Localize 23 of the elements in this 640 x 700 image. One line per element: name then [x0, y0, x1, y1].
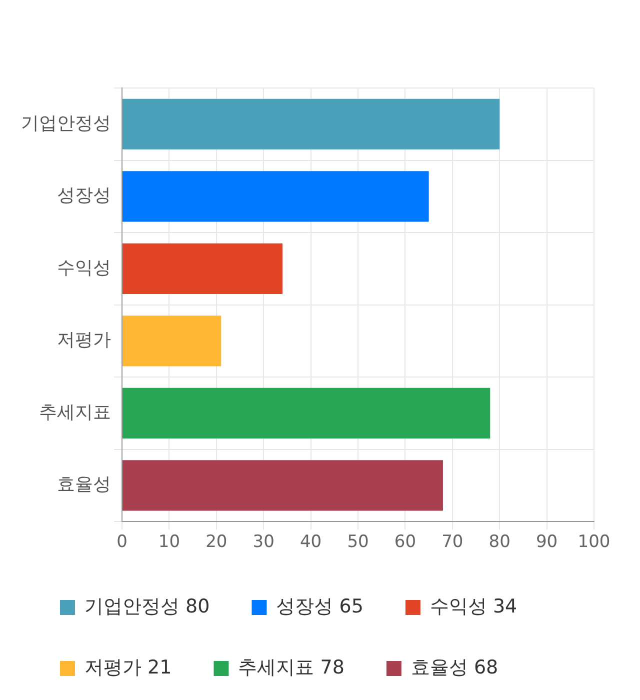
x-tick-label: 80	[488, 532, 510, 552]
y-tick-label: 저평가	[57, 330, 111, 351]
x-tick-label: 0	[116, 532, 128, 552]
legend-label: 저평가 21	[84, 656, 172, 678]
y-tick-label: 효율성	[57, 474, 111, 496]
legend-label: 추세지표 78	[238, 656, 344, 678]
x-tick-label: 60	[394, 532, 416, 552]
legend-label: 효율성 68	[410, 656, 498, 678]
x-tick-label: 50	[347, 532, 369, 552]
x-tick-label: 100	[578, 532, 610, 552]
legend-label: 성장성 65	[276, 595, 364, 618]
y-tick-label: 추세지표	[39, 402, 111, 423]
y-tick-label: 기업안정성	[21, 112, 111, 134]
x-tick-label: 30	[252, 532, 274, 552]
y-tick-label: 수익성	[57, 257, 111, 278]
x-tick-label: 20	[206, 532, 228, 552]
x-tick-label: 40	[300, 532, 322, 552]
x-tick-label: 10	[158, 532, 180, 552]
x-tick-label: 90	[536, 532, 558, 552]
legend-label: 수익성 34	[430, 595, 518, 618]
y-tick-label: 성장성	[57, 185, 111, 206]
legend-label: 기업안정성 80	[84, 595, 210, 618]
x-tick-label: 70	[442, 532, 464, 552]
